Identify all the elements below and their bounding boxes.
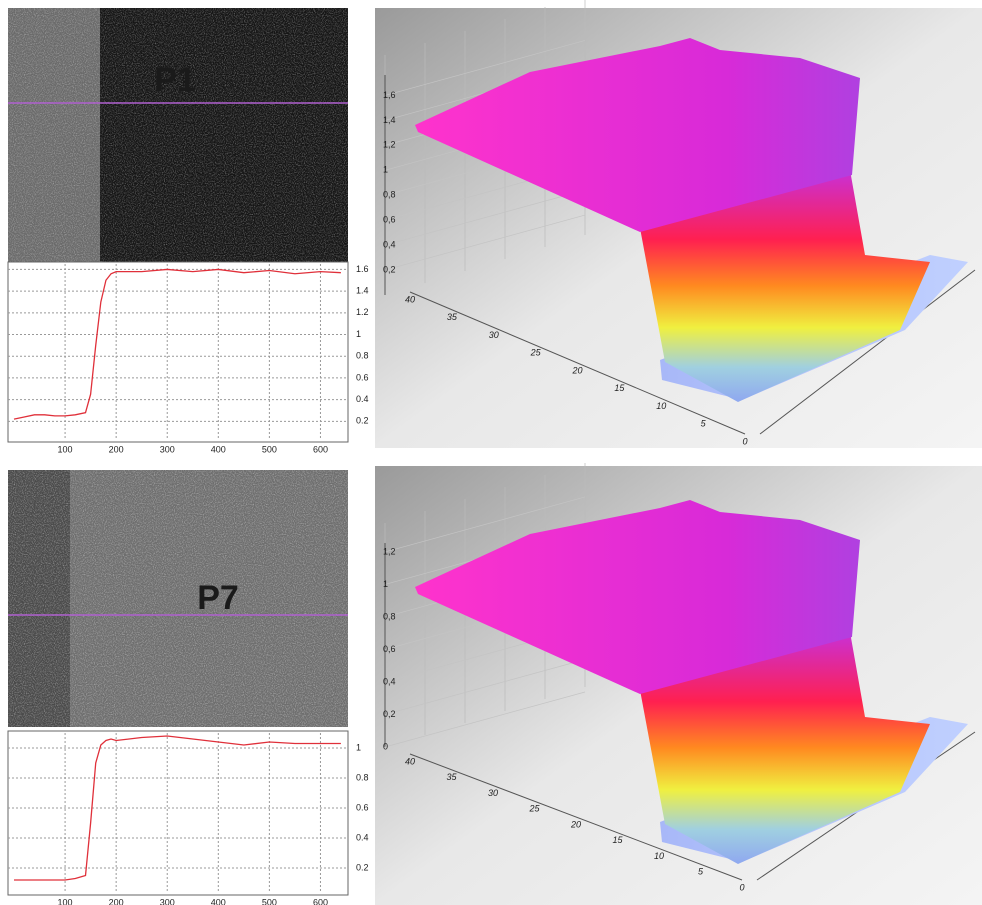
depth-tick-label: 10 bbox=[654, 851, 664, 861]
micrograph-1 bbox=[8, 8, 348, 263]
z-tick-label: 0,2 bbox=[383, 709, 396, 719]
y-tick-label: 0.4 bbox=[356, 394, 369, 404]
depth-tick-label: 30 bbox=[489, 330, 499, 340]
z-tick-label: 0,8 bbox=[383, 190, 396, 200]
plot-area bbox=[8, 731, 348, 895]
depth-tick-label: 15 bbox=[614, 383, 625, 393]
z-tick-label: 1 bbox=[383, 579, 388, 589]
x-tick-label: 200 bbox=[109, 897, 124, 905]
depth-tick-label: 35 bbox=[446, 772, 457, 782]
x-tick-label: 100 bbox=[58, 444, 73, 454]
z-tick-label: 0,8 bbox=[383, 611, 396, 621]
depth-tick-label: 25 bbox=[530, 348, 542, 358]
depth-tick-label: 0 bbox=[742, 436, 747, 446]
z-tick-label: 0,4 bbox=[383, 239, 396, 249]
y-tick-label: 0.2 bbox=[356, 862, 369, 872]
z-tick-label: 1 bbox=[383, 165, 388, 175]
x-tick-label: 500 bbox=[262, 897, 277, 905]
z-tick-label: 0 bbox=[383, 741, 388, 751]
x-tick-label: 200 bbox=[109, 444, 124, 454]
y-tick-label: 0.8 bbox=[356, 772, 369, 782]
y-tick-label: 0.6 bbox=[356, 372, 369, 382]
x-tick-label: 300 bbox=[160, 897, 175, 905]
y-tick-label: 1 bbox=[356, 742, 361, 752]
x-tick-label: 500 bbox=[262, 444, 277, 454]
y-tick-label: 1.4 bbox=[356, 285, 369, 295]
x-tick-label: 400 bbox=[211, 897, 226, 905]
image-label: P1 bbox=[154, 61, 196, 99]
z-tick-label: 0,4 bbox=[383, 676, 396, 686]
x-tick-label: 300 bbox=[160, 444, 175, 454]
y-tick-label: 0.2 bbox=[356, 416, 369, 426]
depth-tick-label: 15 bbox=[612, 835, 623, 845]
y-tick-label: 0.4 bbox=[356, 832, 369, 842]
y-tick-label: 1 bbox=[356, 329, 361, 339]
depth-tick-label: 40 bbox=[405, 756, 415, 766]
z-tick-label: 1,2 bbox=[383, 140, 396, 150]
figure: P11002003004005006000.20.40.60.811.21.41… bbox=[0, 0, 982, 905]
micrograph-2 bbox=[8, 470, 348, 727]
depth-tick-label: 20 bbox=[571, 365, 582, 375]
x-tick-label: 600 bbox=[313, 444, 328, 454]
y-tick-label: 0.8 bbox=[356, 351, 369, 361]
y-tick-label: 1.6 bbox=[356, 264, 369, 274]
z-tick-label: 0,6 bbox=[383, 644, 396, 654]
depth-tick-label: 25 bbox=[528, 804, 540, 814]
depth-tick-label: 0 bbox=[739, 882, 744, 892]
x-tick-label: 400 bbox=[211, 444, 226, 454]
y-tick-label: 1.2 bbox=[356, 307, 369, 317]
depth-tick-label: 35 bbox=[447, 312, 458, 322]
x-tick-label: 600 bbox=[313, 897, 328, 905]
z-tick-label: 1,4 bbox=[383, 115, 396, 125]
z-tick-label: 1,2 bbox=[383, 546, 396, 556]
depth-tick-label: 20 bbox=[570, 819, 581, 829]
depth-tick-label: 30 bbox=[488, 788, 498, 798]
z-tick-label: 1,6 bbox=[383, 90, 396, 100]
depth-tick-label: 40 bbox=[405, 294, 415, 304]
z-tick-label: 0,6 bbox=[383, 215, 396, 225]
x-tick-label: 100 bbox=[58, 897, 73, 905]
depth-tick-label: 10 bbox=[656, 401, 666, 411]
z-tick-label: 0,2 bbox=[383, 264, 396, 274]
y-tick-label: 0.6 bbox=[356, 802, 369, 812]
image-label: P7 bbox=[197, 579, 239, 617]
plot-area bbox=[8, 262, 348, 442]
